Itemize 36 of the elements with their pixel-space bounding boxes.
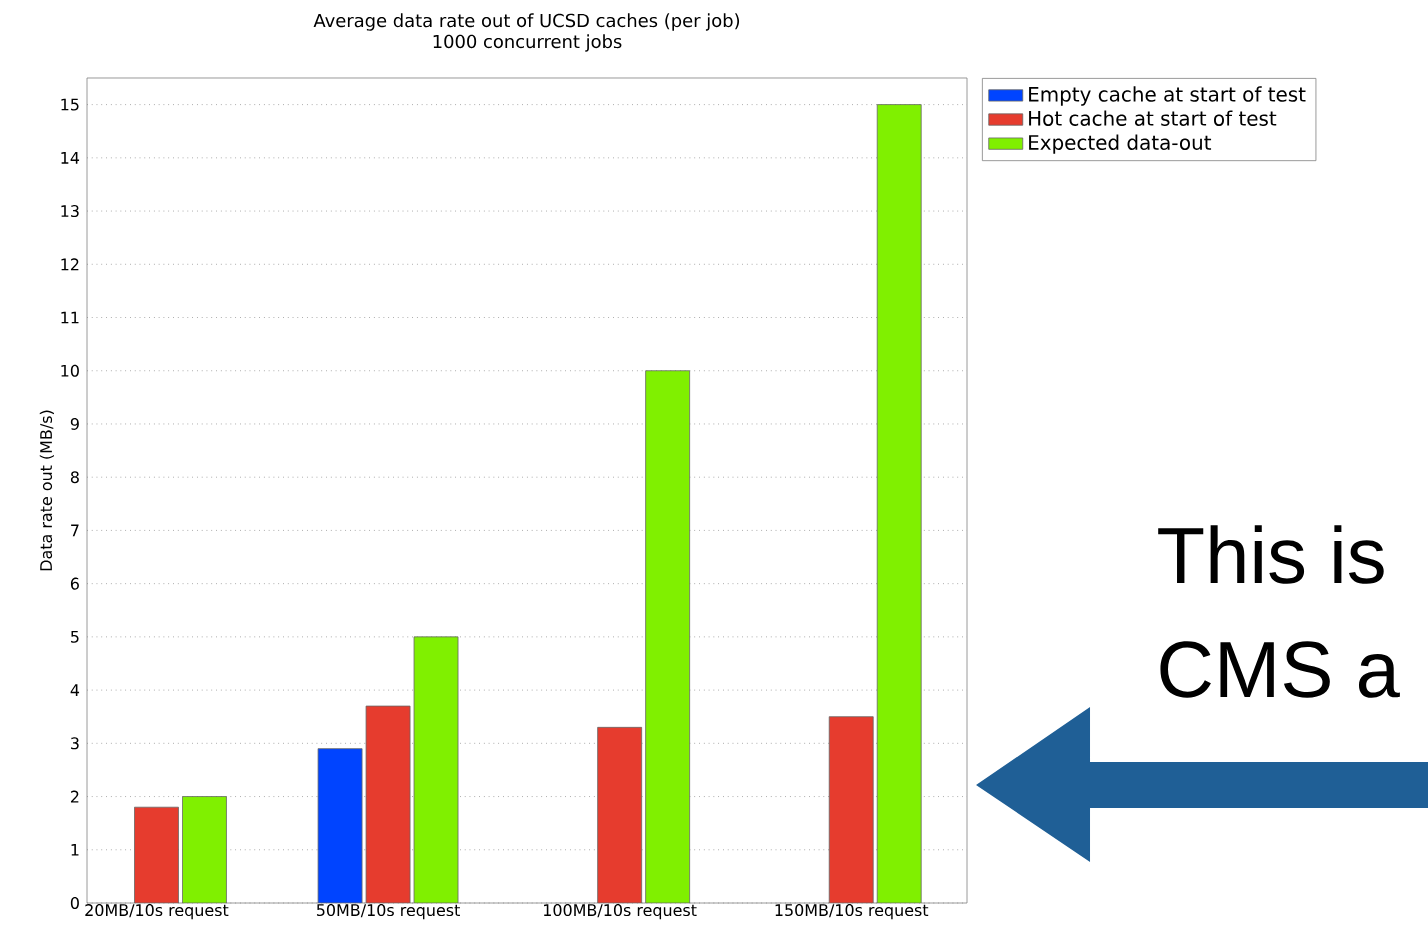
y-tick-label: 13 xyxy=(61,205,79,218)
bar xyxy=(645,370,691,903)
bar xyxy=(828,716,874,903)
y-tick-label: 0 xyxy=(70,896,79,910)
y-axis-title: Data rate out (MB/s) xyxy=(39,410,54,571)
y-tick-label: 10 xyxy=(61,364,79,377)
legend-label: Hot cache at start of test xyxy=(1029,110,1277,126)
y-tick-label: 12 xyxy=(61,258,79,271)
chart-subtitle: 1000 concurrent jobs xyxy=(433,34,622,52)
y-tick-label: 15 xyxy=(61,98,79,111)
legend-label: Expected data-out xyxy=(1029,134,1212,154)
bar xyxy=(597,726,643,903)
bar xyxy=(134,806,179,903)
y-tick-label: 4 xyxy=(70,684,80,696)
x-tick-label: 20MB/10s request xyxy=(85,904,229,920)
text: This is xyxy=(1158,525,1384,584)
y-tick-label: 5 xyxy=(71,630,79,643)
text: CMS a xyxy=(1160,641,1400,698)
x-tick-label: 150MB/10s request xyxy=(775,904,929,920)
chart-title: Average data rate out of UCSD caches (per job) xyxy=(313,13,740,31)
bar xyxy=(876,104,922,903)
y-tick-label: 6 xyxy=(70,577,79,590)
y-tick-label: 7 xyxy=(71,524,79,537)
x-tick-label: 50MB/10s request xyxy=(316,904,460,920)
y-tick-label: 1 xyxy=(71,843,79,856)
bar xyxy=(365,705,411,903)
y-tick-label: 11 xyxy=(61,311,79,324)
bar xyxy=(413,636,459,903)
bar xyxy=(182,796,227,903)
x-tick-label: 100MB/10s request xyxy=(544,904,697,920)
legend-label: Empty cache at start of test xyxy=(1029,86,1306,106)
y-tick-label: 14 xyxy=(61,152,80,164)
y-tick-label: 8 xyxy=(70,471,79,484)
y-tick-label: 3 xyxy=(71,737,79,750)
y-tick-label: 2 xyxy=(70,790,79,803)
y-tick-label: 9 xyxy=(70,417,79,430)
